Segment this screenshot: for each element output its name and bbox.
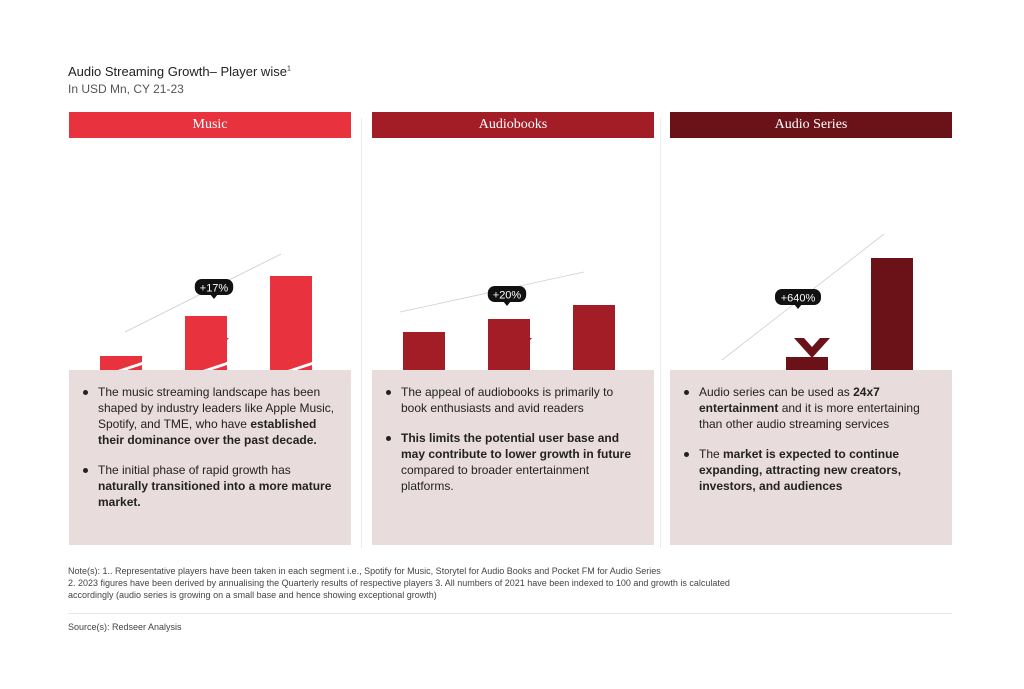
growth-badge: [775, 289, 821, 305]
chart-subtitle: In USD Mn, CY 21-23: [68, 82, 184, 96]
divider-line: [68, 613, 952, 614]
bullet-dot-icon: [386, 390, 391, 395]
panel-divider: [660, 118, 661, 548]
growth-badge-pointer: [503, 301, 511, 306]
panel-header: Audiobooks: [372, 112, 654, 138]
bullet-point: Audio series can be used as 24x7 enterta…: [682, 384, 938, 432]
growth-badge-pointer: [794, 304, 802, 309]
chevron-down-icon: [193, 338, 229, 358]
bullet-text: The market is expected to continue expan…: [699, 447, 902, 493]
bar-2021: [403, 332, 445, 372]
bullet-text: The appeal of audiobooks is primarily to…: [401, 385, 614, 415]
bullet-text: Audio series can be used as 24x7 enterta…: [699, 385, 920, 431]
bar-2022: [786, 357, 828, 372]
panel-divider: [361, 118, 362, 548]
title-footnote-marker: 1: [286, 65, 291, 73]
footnote-line: 2. 2023 figures have been derived by ann…: [68, 578, 730, 588]
growth-badge: [487, 286, 527, 302]
growth-badge: [194, 279, 234, 295]
chart-svg: 202120222023P2+640%: [721, 233, 913, 372]
bullet-dot-icon: [83, 468, 88, 473]
chart-audio-series: 202120222023P2+640%: [670, 142, 952, 372]
panel-header: Music: [69, 112, 351, 138]
chart-title-text: Audio Streaming Growth– Player wise: [68, 64, 287, 79]
bullet-dot-icon: [386, 436, 391, 441]
panel-text-box: Audio series can be used as 24x7 enterta…: [670, 370, 952, 545]
panel-audiobooks: Audiobooks 202120222023P2+20% The appeal…: [372, 112, 654, 545]
bullet-text: This limits the potential user base and …: [401, 431, 632, 493]
growth-badge-pointer: [210, 294, 218, 299]
bullet-text: The music streaming landscape has been s…: [98, 385, 335, 447]
bullet-dot-icon: [684, 390, 689, 395]
growth-label: +17%: [200, 283, 229, 295]
axis-break-mark: [197, 362, 227, 372]
bar-2023P: [871, 258, 913, 372]
panel-text-box: The music streaming landscape has been s…: [69, 370, 351, 545]
bullet-text: The initial phase of rapid growth has na…: [98, 463, 332, 509]
axis-break-mark: [282, 362, 312, 372]
footnotes: Note(s): 1.. Representative players have…: [68, 565, 948, 601]
growth-label: +640%: [781, 293, 816, 305]
bullet-point: The market is expected to continue expan…: [682, 446, 938, 494]
bullet-dot-icon: [83, 390, 88, 395]
bullet-point: The appeal of audiobooks is primarily to…: [384, 384, 640, 416]
footnote-line: accordingly (audio series is growing on …: [68, 590, 437, 600]
bar-2023P: [270, 276, 312, 372]
bullet-point: The initial phase of rapid growth has na…: [81, 462, 337, 510]
bullet-point: The music streaming landscape has been s…: [81, 384, 337, 448]
bullet-dot-icon: [684, 452, 689, 457]
bar-2023P: [573, 305, 615, 372]
source-note: Source(s): Redseer Analysis: [68, 622, 182, 632]
panel-music: Music 202120222023P2+17% The music strea…: [69, 112, 351, 545]
panel-header: Audio Series: [670, 112, 952, 138]
footnote-line: Note(s): 1.. Representative players have…: [68, 566, 661, 576]
panel-audio-series: Audio Series 202120222023P2+640% Audio s…: [670, 112, 952, 545]
panel-text-box: The appeal of audiobooks is primarily to…: [372, 370, 654, 545]
bullet-point: This limits the potential user base and …: [384, 430, 640, 494]
axis-break-mark: [112, 362, 142, 372]
chevron-down-icon: [496, 338, 532, 358]
chevron-down-icon: [794, 338, 830, 358]
chart-title: Audio Streaming Growth– Player wise1: [68, 64, 291, 79]
growth-label: +20%: [493, 290, 522, 302]
